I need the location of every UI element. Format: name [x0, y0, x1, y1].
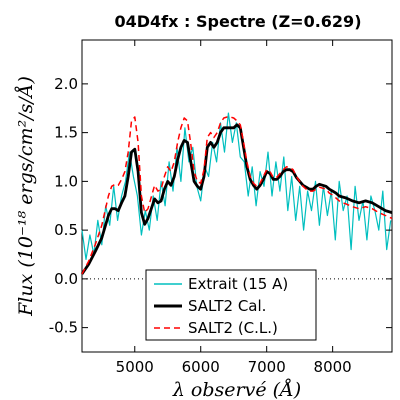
legend-label-salt2-cal: SALT2 Cal. — [188, 297, 266, 315]
series-line-salt2-cl — [81, 116, 393, 275]
x-tick-label: 7000 — [248, 358, 286, 376]
y-tick-label: 1.5 — [54, 124, 78, 142]
tick-layer: 5000 6000 7000 8000 -0.5 0.0 0.5 1.0 1.5 2.0 — [49, 40, 392, 376]
legend-label-salt2-cl: SALT2 (C.L.) — [188, 319, 278, 337]
y-axis-label: Flux (10⁻¹⁸ ergs/cm²/s/Å) — [15, 76, 37, 317]
series-line-salt2-cal — [80, 123, 393, 275]
x-tick-label: 5000 — [116, 358, 154, 376]
plot-frame — [81, 39, 393, 353]
legend-label-extrait: Extrait (15 A) — [188, 275, 288, 293]
y-tick-label: 2.0 — [54, 75, 78, 93]
y-tick-label: -0.5 — [49, 319, 78, 337]
legend: Extrait (15 A) SALT2 Cal. SALT2 (C.L.) — [145, 269, 317, 341]
series-line-extrait — [81, 112, 392, 260]
y-tick-label: 0.5 — [54, 221, 78, 239]
x-axis-label: λ observé (Å) — [172, 379, 301, 400]
y-tick-label: 0.0 — [54, 270, 78, 288]
x-tick-label: 6000 — [182, 358, 220, 376]
chart-title: 04D4fx : Spectre (Z=0.629) — [114, 12, 361, 31]
x-tick-label: 8000 — [314, 358, 352, 376]
y-tick-label: 1.0 — [54, 172, 78, 190]
series-layer — [80, 112, 393, 280]
plot-area: 5000 6000 7000 8000 -0.5 0.0 0.5 1.0 1.5 2.0 — [49, 39, 393, 376]
